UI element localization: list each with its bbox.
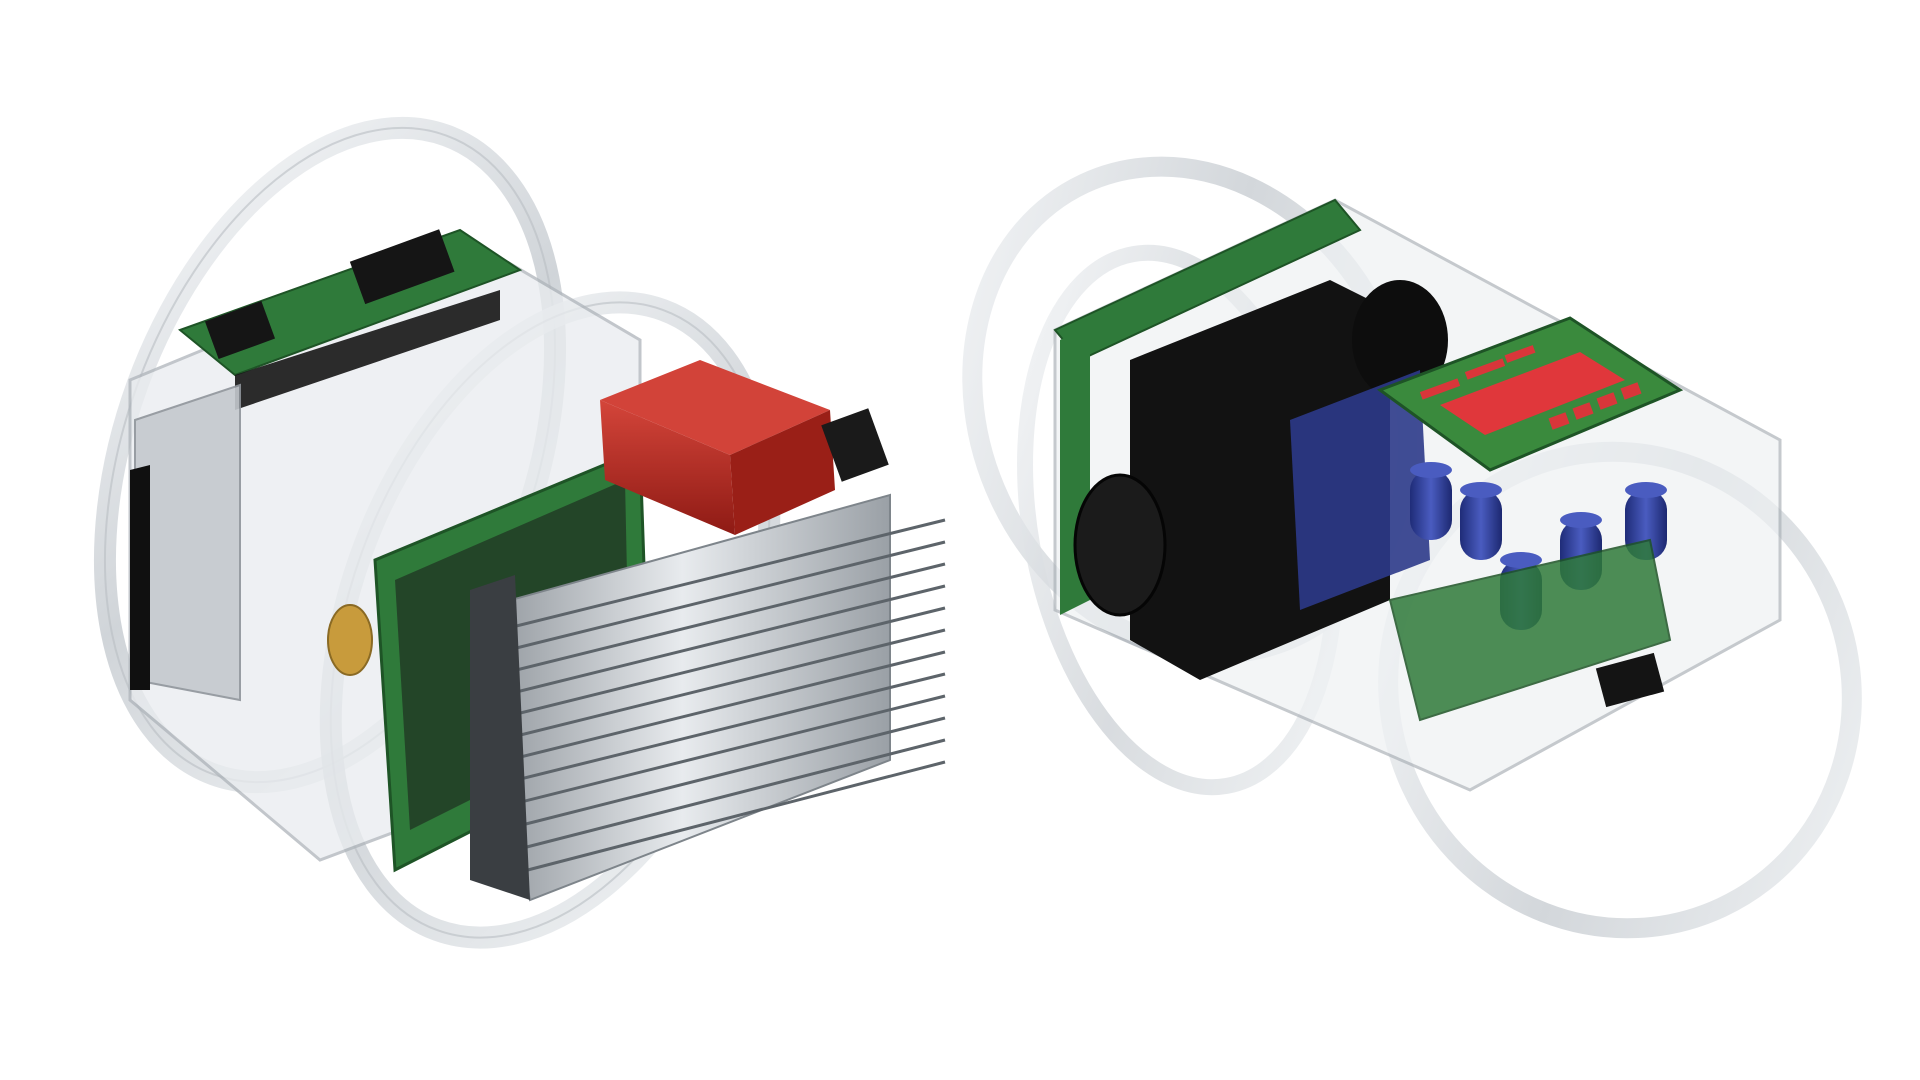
- top-pcb-right: [1376, 316, 1684, 472]
- enclosure-right: [962, 156, 1862, 939]
- blue-board-right: [1290, 370, 1430, 610]
- red-module-left: [600, 360, 889, 535]
- motor-block-right: [1073, 280, 1448, 680]
- brass-fitting-left: [327, 604, 373, 676]
- chassis-body-left: [128, 228, 642, 862]
- heatsink-left: [470, 493, 946, 902]
- lower-pcb-right: [1388, 538, 1672, 722]
- enclosure-left: [93, 116, 946, 949]
